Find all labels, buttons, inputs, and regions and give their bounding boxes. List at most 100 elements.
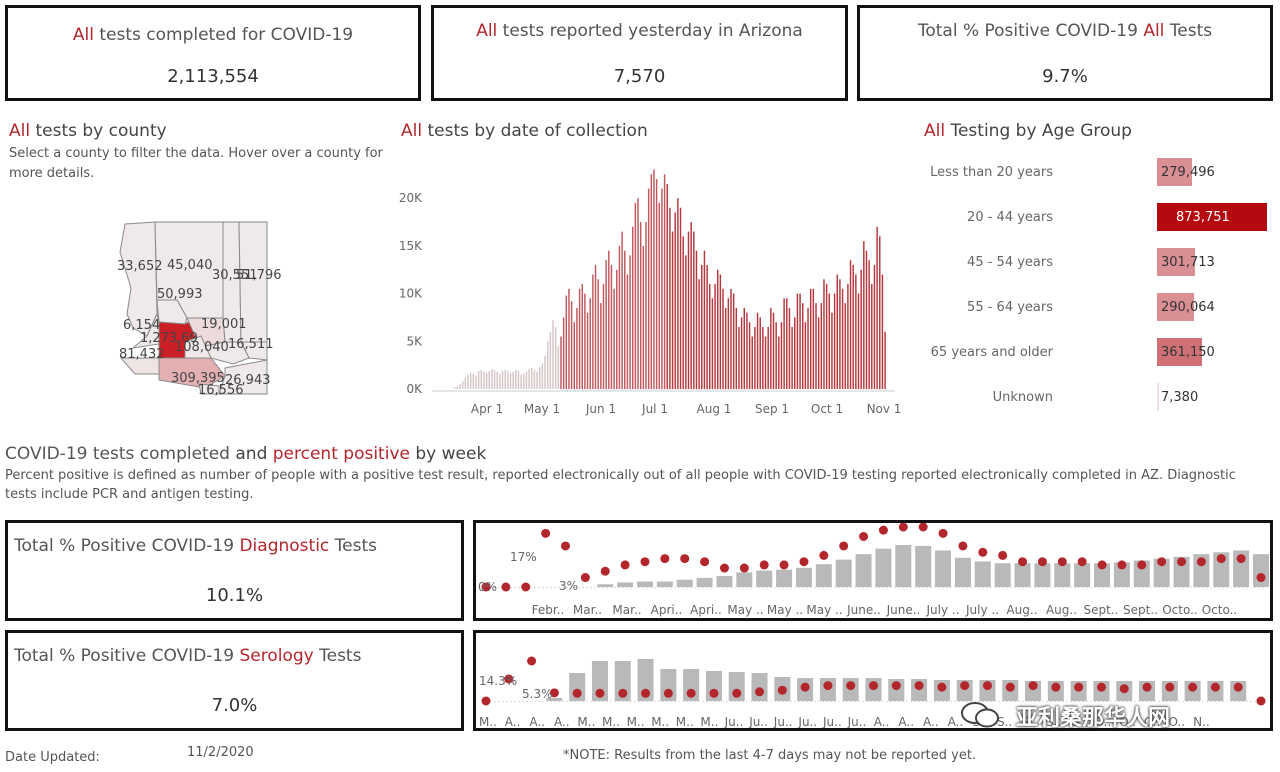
date-bar[interactable] <box>780 322 783 389</box>
date-bar[interactable] <box>722 288 724 389</box>
date-bar[interactable] <box>570 301 573 389</box>
date-bar[interactable] <box>475 375 477 389</box>
date-bar[interactable] <box>730 288 732 389</box>
tests-bar[interactable] <box>1054 563 1071 587</box>
percent-positive-dot[interactable] <box>978 547 988 557</box>
arizona-county-map[interactable] <box>115 218 275 400</box>
percent-positive-dot[interactable] <box>1097 560 1107 570</box>
date-bar[interactable] <box>546 341 549 389</box>
percent-positive-dot[interactable] <box>732 688 742 698</box>
date-bar[interactable] <box>748 322 751 389</box>
date-bar[interactable] <box>879 236 881 389</box>
date-bar[interactable] <box>491 368 493 389</box>
percent-positive-dot[interactable] <box>1028 681 1038 691</box>
date-bar[interactable] <box>863 241 865 389</box>
date-bar[interactable] <box>637 198 639 389</box>
date-bar[interactable] <box>459 384 461 389</box>
date-bar[interactable] <box>759 317 761 389</box>
date-bar[interactable] <box>724 307 727 389</box>
date-bar[interactable] <box>496 371 498 389</box>
date-bar[interactable] <box>703 250 706 389</box>
percent-positive-dot[interactable] <box>839 541 849 551</box>
date-bar[interactable] <box>531 368 533 389</box>
age-bar[interactable] <box>1157 248 1195 276</box>
date-bar[interactable] <box>515 369 517 389</box>
date-bar[interactable] <box>663 174 666 389</box>
date-bar[interactable] <box>634 202 637 389</box>
date-bar[interactable] <box>608 250 610 389</box>
percent-positive-dot[interactable] <box>1018 557 1028 567</box>
percent-positive-dot[interactable] <box>686 688 696 698</box>
date-bar[interactable] <box>616 269 618 389</box>
date-bar[interactable] <box>775 322 777 389</box>
date-bar[interactable] <box>716 269 719 389</box>
date-bar[interactable] <box>523 373 525 389</box>
date-bar[interactable] <box>658 202 661 389</box>
date-bar[interactable] <box>788 307 791 389</box>
tests-bar[interactable] <box>617 582 634 587</box>
date-bar[interactable] <box>576 307 578 389</box>
percent-positive-dot[interactable] <box>859 531 869 541</box>
tests-bar[interactable] <box>1034 563 1051 587</box>
date-bar[interactable] <box>876 226 878 389</box>
date-bar[interactable] <box>865 250 868 389</box>
date-bar[interactable] <box>605 260 607 389</box>
percent-positive-dot[interactable] <box>1119 684 1129 694</box>
date-bar[interactable] <box>714 284 716 389</box>
age-bar[interactable] <box>1157 203 1267 231</box>
date-bar[interactable] <box>512 371 514 389</box>
date-bar[interactable] <box>687 231 690 389</box>
date-bar[interactable] <box>655 179 658 389</box>
date-bar[interactable] <box>809 288 812 389</box>
date-bar[interactable] <box>528 368 530 389</box>
percent-positive-dot[interactable] <box>1256 573 1266 583</box>
date-bar[interactable] <box>525 371 528 389</box>
date-bar[interactable] <box>855 274 857 390</box>
date-bar[interactable] <box>554 326 557 389</box>
tests-bar[interactable] <box>954 557 971 587</box>
date-bar[interactable] <box>565 295 568 389</box>
date-bar[interactable] <box>778 336 780 389</box>
tests-bar[interactable] <box>1113 562 1130 587</box>
percent-positive-dot[interactable] <box>600 566 610 576</box>
date-bar[interactable] <box>754 326 756 389</box>
percent-positive-dot[interactable] <box>777 685 787 695</box>
date-bar[interactable] <box>690 222 692 389</box>
date-bar[interactable] <box>847 284 849 389</box>
date-bar[interactable] <box>509 372 512 389</box>
date-bar[interactable] <box>849 260 852 389</box>
date-bar[interactable] <box>650 174 653 389</box>
percent-positive-dot[interactable] <box>501 582 511 592</box>
percent-positive-dot[interactable] <box>958 541 968 551</box>
percent-positive-dot[interactable] <box>663 688 673 698</box>
date-bar[interactable] <box>831 312 833 389</box>
tests-bar[interactable] <box>1173 556 1190 587</box>
percent-positive-dot[interactable] <box>739 563 749 573</box>
date-bar[interactable] <box>533 369 536 389</box>
percent-positive-dot[interactable] <box>1074 682 1084 692</box>
percent-positive-dot[interactable] <box>937 682 947 692</box>
percent-positive-dot[interactable] <box>560 541 570 551</box>
tests-bar[interactable] <box>636 581 653 587</box>
percent-positive-dot[interactable] <box>938 528 948 538</box>
date-bar[interactable] <box>642 245 645 389</box>
date-bar[interactable] <box>706 264 708 389</box>
tests-by-date-chart[interactable]: 20K 15K 10K 5K 0K Apr 1 May 1 Jun 1 Jul 1 Aug 1 Se… <box>392 150 912 425</box>
percent-positive-dot[interactable] <box>799 557 809 567</box>
date-bar[interactable] <box>499 373 501 389</box>
percent-positive-dot[interactable] <box>1165 682 1175 692</box>
date-bar[interactable] <box>743 307 746 389</box>
date-bar[interactable] <box>794 317 796 389</box>
percent-positive-dot[interactable] <box>1117 560 1127 570</box>
percent-positive-dot[interactable] <box>1236 554 1246 564</box>
percent-positive-dot[interactable] <box>641 688 651 698</box>
tests-bar[interactable] <box>935 550 952 587</box>
date-bar[interactable] <box>756 312 759 389</box>
date-bar[interactable] <box>701 264 703 389</box>
tests-bar[interactable] <box>756 570 773 587</box>
date-bar[interactable] <box>772 312 775 389</box>
date-bar[interactable] <box>740 317 743 389</box>
percent-positive-dot[interactable] <box>898 522 908 532</box>
date-bar[interactable] <box>674 212 676 389</box>
percent-positive-dot[interactable] <box>549 688 559 698</box>
